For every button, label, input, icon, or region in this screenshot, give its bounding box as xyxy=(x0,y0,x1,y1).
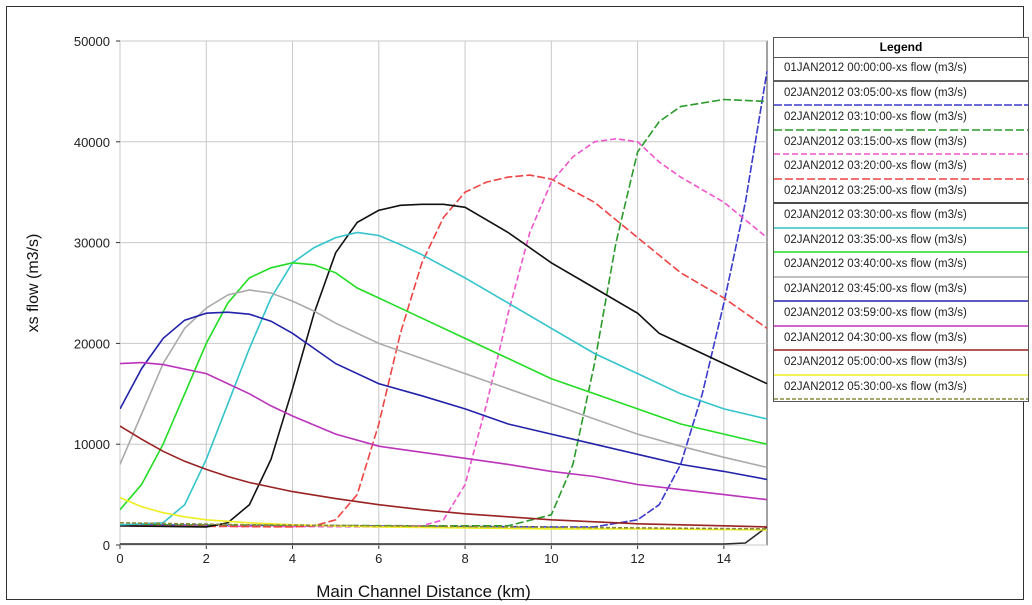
legend-label: 02JAN2012 03:45:00-xs flow (m3/s) xyxy=(784,282,967,295)
y-tick-label: 40000 xyxy=(74,135,110,150)
legend-label: 02JAN2012 03:10:00-xs flow (m3/s) xyxy=(784,111,967,123)
x-tick-label: 6 xyxy=(375,551,382,566)
legend-entry: 02JAN2012 03:59:00-xs flow (m3/s) xyxy=(774,303,1028,328)
series-line-13 xyxy=(120,496,768,531)
x-tick-label: 12 xyxy=(630,551,644,566)
legend-swatch xyxy=(774,202,1028,204)
series-line-5 xyxy=(120,174,768,528)
series-line-11 xyxy=(120,361,768,501)
series-line-12 xyxy=(120,425,768,528)
y-tick-label: 10000 xyxy=(74,437,110,452)
legend-entry: 02JAN2012 05:00:00-xs flow (m3/s) xyxy=(774,352,1028,377)
legend-swatch xyxy=(774,398,1028,400)
x-tick-label: 14 xyxy=(717,551,731,566)
series-line-4 xyxy=(120,137,768,528)
series-line-2 xyxy=(120,71,768,528)
legend-swatch xyxy=(774,275,1028,278)
legend-entry: 02JAN2012 03:10:00-xs flow (m3/s) xyxy=(774,107,1028,132)
series-line-6 xyxy=(120,203,768,528)
legend-label: 02JAN2012 03:59:00-xs flow (m3/s) xyxy=(784,307,967,319)
x-axis-label: Main Channel Distance (km) xyxy=(316,582,530,601)
x-tick-label: 4 xyxy=(289,551,296,566)
series-line-7 xyxy=(120,231,768,526)
x-tick-label: 0 xyxy=(116,551,123,566)
legend-entry: 02JAN2012 03:35:00-xs flow (m3/s) xyxy=(774,230,1028,255)
legend-swatch xyxy=(774,251,1028,253)
legend-entry: 02JAN2012 03:25:00-xs flow (m3/s) xyxy=(774,181,1028,206)
legend-label: 02JAN2012 03:30:00-xs flow (m3/s) xyxy=(784,209,967,221)
legend-swatch xyxy=(774,128,1028,131)
legend-label: 02JAN2012 05:30:00-xs flow (m3/s) xyxy=(784,380,967,393)
legend-entry: 02JAN2012 03:15:00-xs flow (m3/s) xyxy=(774,132,1028,157)
y-tick-label: 50000 xyxy=(74,34,110,49)
legend-label: 02JAN2012 05:00:00-xs flow (m3/s) xyxy=(784,356,967,368)
legend-label: 02JAN2012 03:20:00-xs flow (m3/s) xyxy=(784,160,967,172)
legend-entry: 02JAN2012 05:30:00-xs flow (m3/s) xyxy=(774,377,1028,402)
legend-entry: 02JAN2012 03:05:00-xs flow (m3/s) xyxy=(774,83,1028,108)
legend-swatch xyxy=(774,373,1028,376)
y-tick-label: 30000 xyxy=(74,236,110,251)
legend-swatch xyxy=(774,177,1028,180)
legend-swatch xyxy=(774,104,1028,106)
x-tick-label: 2 xyxy=(203,551,210,566)
plot-area xyxy=(119,40,768,546)
legend-swatch xyxy=(774,349,1028,351)
legend-label: 01JAN2012 00:00:00-xs flow (m3/s) xyxy=(784,62,967,74)
series-line-10 xyxy=(120,311,768,481)
series-line-8 xyxy=(120,261,768,511)
legend-label: 02JAN2012 03:25:00-xs flow (m3/s) xyxy=(784,184,967,197)
legend-label: 02JAN2012 03:40:00-xs flow (m3/s) xyxy=(784,258,967,270)
x-tick-label: 10 xyxy=(544,551,558,566)
y-tick-label: 20000 xyxy=(74,336,110,351)
legend-title: Legend xyxy=(774,38,1028,58)
legend-entry: 02JAN2012 04:30:00-xs flow (m3/s) xyxy=(774,328,1028,353)
legend-entry: 02JAN2012 03:20:00-xs flow (m3/s) xyxy=(774,156,1028,181)
legend-label: 02JAN2012 03:35:00-xs flow (m3/s) xyxy=(784,233,967,246)
y-axis-label: xs flow (m3/s) xyxy=(25,234,42,333)
x-tick-label: 8 xyxy=(461,551,468,566)
chart-legend: Legend 01JAN2012 00:00:00-xs flow (m3/s)… xyxy=(773,37,1029,402)
legend-swatch xyxy=(774,226,1028,229)
legend-swatch xyxy=(774,79,1028,82)
series-line-9 xyxy=(120,289,768,469)
legend-label: 02JAN2012 03:05:00-xs flow (m3/s) xyxy=(784,86,967,99)
legend-entry: 02JAN2012 03:30:00-xs flow (m3/s) xyxy=(774,205,1028,230)
legend-label: 02JAN2012 04:30:00-xs flow (m3/s) xyxy=(784,331,967,344)
legend-entry: 01JAN2012 00:00:00-xs flow (m3/s) xyxy=(774,58,1028,83)
legend-label: 02JAN2012 03:15:00-xs flow (m3/s) xyxy=(784,135,967,148)
legend-entry: 02JAN2012 03:40:00-xs flow (m3/s) xyxy=(774,254,1028,279)
series-line-3 xyxy=(120,98,768,527)
legend-swatch xyxy=(774,300,1028,302)
legend-entry: 02JAN2012 03:45:00-xs flow (m3/s) xyxy=(774,279,1028,304)
legend-swatch xyxy=(774,324,1028,327)
legend-swatch xyxy=(774,153,1028,155)
y-tick-label: 0 xyxy=(103,538,110,553)
series-line-1 xyxy=(120,526,768,545)
